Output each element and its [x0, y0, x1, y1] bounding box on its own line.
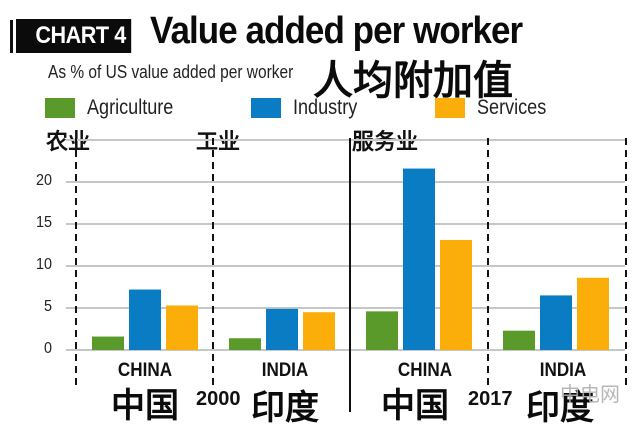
chart-title: Value added per worker: [150, 10, 523, 52]
group-label-cn-china-2017: 中国: [381, 386, 449, 426]
legend-item-agriculture: Agriculture: [45, 96, 217, 120]
legend-label-cn-agriculture: 农业: [46, 130, 91, 155]
watermark: 中电网: [560, 382, 620, 406]
chart-title-chinese: 人均附加值: [313, 58, 513, 104]
bar-agriculture: [229, 338, 261, 350]
bar-industry: [129, 289, 161, 350]
chart-subtitle: As % of US value added per worker: [48, 62, 294, 82]
bar-services: [577, 277, 609, 350]
chart-tag-accent: [10, 20, 13, 53]
y-tick-label: 0: [43, 340, 52, 357]
legend-swatch-services: [435, 98, 465, 118]
chart-tag: CHART 4: [16, 19, 132, 53]
bar-industry: [266, 308, 298, 350]
bar-agriculture: [503, 330, 535, 350]
bar-services: [303, 312, 335, 350]
group-label-cn-india-2000: 印度: [251, 388, 319, 428]
bars: [92, 168, 609, 350]
bar-industry: [540, 295, 572, 350]
y-tick-label: 5: [43, 298, 52, 315]
y-tick-label: 20: [35, 172, 52, 189]
bar-services: [440, 239, 472, 350]
legend-label-cn-services: 服务业: [352, 130, 419, 155]
year-label-2017: 2017: [468, 388, 513, 410]
legend-item-services: Services: [435, 96, 558, 120]
legend-label: Industry: [293, 96, 358, 119]
group-label-china-2017: CHINA: [397, 360, 453, 381]
legend: Agriculture Industry Services: [45, 96, 584, 120]
group-label-india-2000: INDIA: [261, 360, 309, 381]
y-tick-label: 15: [35, 214, 52, 231]
group-label-india-2017: INDIA: [539, 360, 587, 381]
group-dividers: [75, 138, 627, 412]
legend-swatch-agriculture: [45, 98, 75, 118]
legend-label: Agriculture: [87, 96, 174, 119]
group-label-china-2000: CHINA: [117, 360, 173, 381]
legend-label-cn-industry: 工业: [196, 130, 241, 155]
legend-label: Services: [477, 96, 547, 119]
legend-item-industry: Industry: [251, 96, 403, 120]
legend-swatch-industry: [251, 98, 281, 118]
group-label-cn-china-2000: 中国: [111, 386, 179, 426]
bar-agriculture: [366, 311, 398, 350]
bar-agriculture: [92, 336, 124, 350]
y-tick-label: 10: [35, 256, 52, 273]
bar-industry: [403, 168, 435, 350]
bar-services: [166, 305, 198, 350]
bar-chart: [66, 138, 627, 412]
year-label-2000: 2000: [196, 388, 241, 410]
